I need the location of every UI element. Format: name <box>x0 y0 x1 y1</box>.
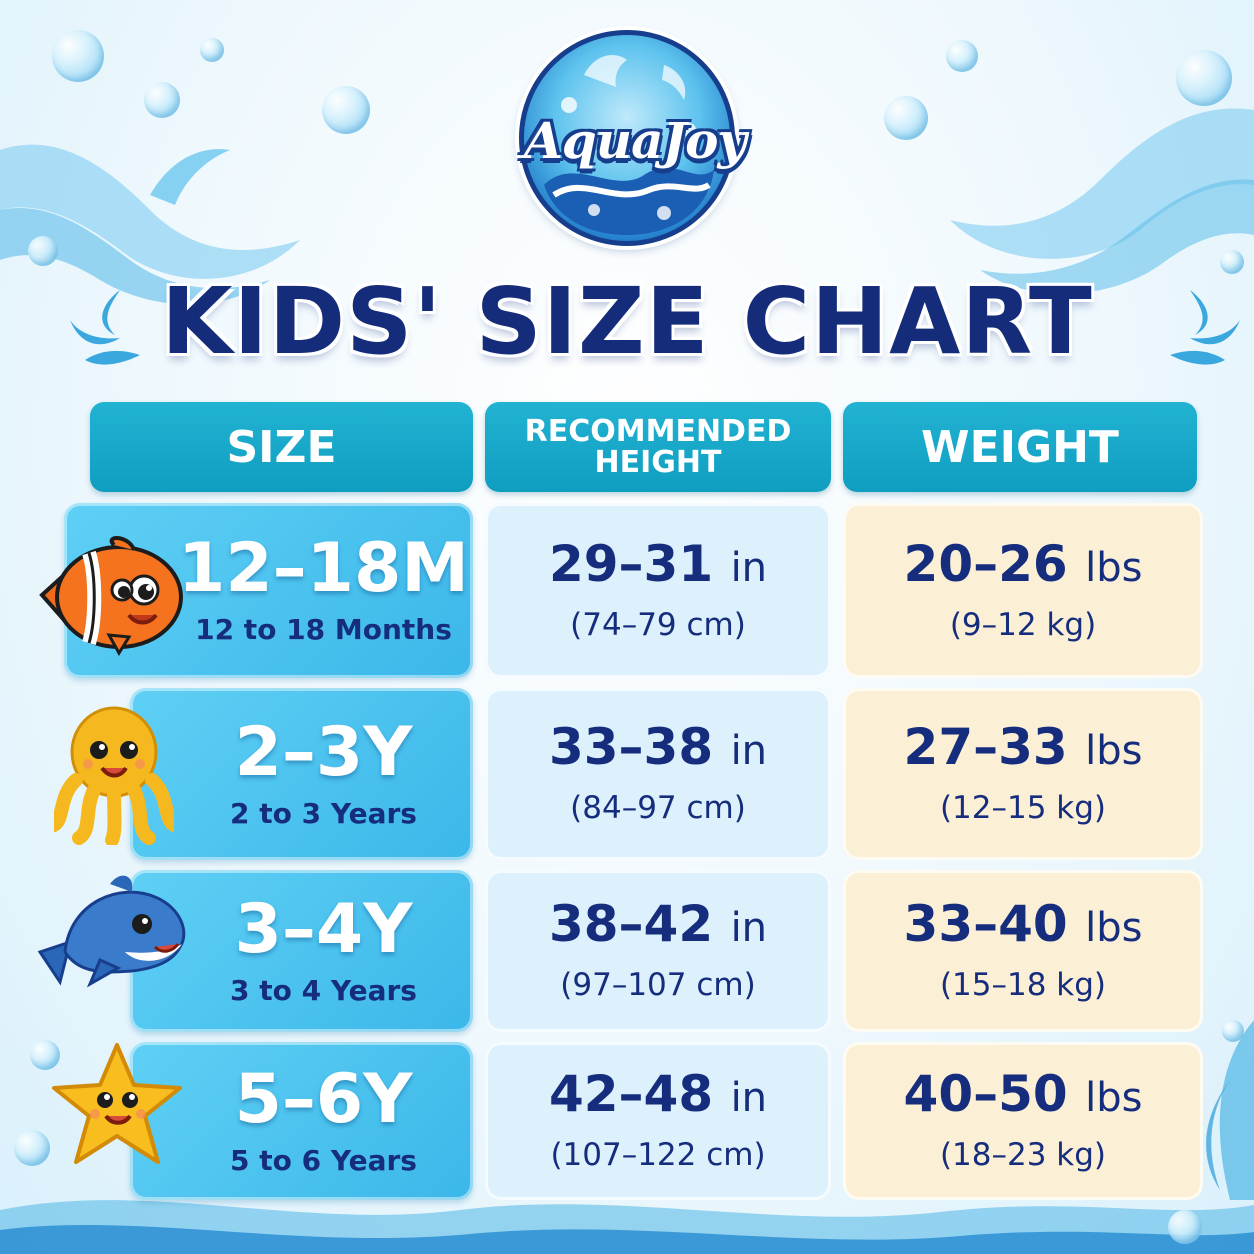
splash-title-left <box>70 290 140 365</box>
height-cell: 33–38 in (84–97 cm) <box>485 688 831 860</box>
bottom-right-splash <box>1206 1020 1254 1200</box>
height-cm: (97–107 cm) <box>560 967 756 1003</box>
size-cell: 5–6Y 5 to 6 Years <box>130 1042 473 1200</box>
height-inches: 33–38 in <box>549 722 767 772</box>
splash-left-decoration <box>0 144 300 305</box>
weight-cell: 20–26 lbs (9–12 kg) <box>843 503 1203 678</box>
weight-lbs: 40–50 lbs <box>904 1069 1143 1119</box>
height-unit: in <box>730 544 768 591</box>
size-description: 2 to 3 Years <box>230 796 417 830</box>
size-label: 5–6Y <box>234 1059 413 1139</box>
bubble-decoration <box>1176 50 1232 106</box>
bubble-decoration <box>322 86 370 134</box>
splash-title-right <box>1170 290 1240 365</box>
size-text-group: 5–6Y 5 to 6 Years <box>174 1042 473 1200</box>
column-header-size: SIZE <box>90 402 473 492</box>
height-inches-value: 42–48 <box>548 1065 714 1123</box>
bubble-decoration <box>946 40 978 72</box>
size-cell: 2–3Y 2 to 3 Years <box>130 688 473 860</box>
brand-logo: AquaJoy <box>519 30 747 246</box>
weight-cell: 33–40 lbs (15–18 kg) <box>843 870 1203 1032</box>
height-cm: (74–79 cm) <box>570 606 746 643</box>
bubble-decoration <box>28 236 58 266</box>
weight-lbs-value: 33–40 <box>903 895 1068 953</box>
bubble-decoration <box>200 38 224 62</box>
logo-text: AquaJoy <box>524 111 747 170</box>
weight-kg: (9–12 kg) <box>949 606 1097 643</box>
header-height-line2: HEIGHT <box>594 445 722 480</box>
height-inches: 29–31 in <box>549 539 767 589</box>
bubble-decoration <box>52 30 104 82</box>
weight-kg: (18–23 kg) <box>939 1137 1107 1173</box>
weight-lbs: 20–26 lbs <box>904 539 1143 589</box>
weight-cell: 40–50 lbs (18–23 kg) <box>843 1042 1203 1200</box>
height-cell: 42–48 in (107–122 cm) <box>485 1042 831 1200</box>
bottom-wave-decoration <box>0 1200 1254 1254</box>
bubble-decoration <box>144 82 180 118</box>
column-header-weight: WEIGHT <box>843 402 1197 492</box>
octopus-icon <box>54 706 174 845</box>
height-unit: in <box>730 728 768 774</box>
bubble-decoration <box>1168 1210 1202 1244</box>
size-description: 12 to 18 Months <box>195 613 452 646</box>
size-text-group: 12–18M 12 to 18 Months <box>174 503 473 678</box>
height-inches-value: 38–42 <box>548 895 714 953</box>
weight-lbs: 33–40 lbs <box>904 899 1143 949</box>
weight-kg: (12–15 kg) <box>939 790 1107 826</box>
size-label: 3–4Y <box>234 889 413 969</box>
size-description: 5 to 6 Years <box>230 1143 417 1177</box>
bubble-decoration <box>884 96 928 140</box>
height-inches: 38–42 in <box>549 899 767 949</box>
bubble-decoration <box>1222 1020 1244 1042</box>
header-weight-label: WEIGHT <box>921 421 1119 473</box>
column-header-height: RECOMMENDED HEIGHT <box>485 402 831 492</box>
page-title: KIDS' SIZE CHART <box>161 268 1093 375</box>
weight-lbs-value: 27–33 <box>903 718 1068 776</box>
header-size-label: SIZE <box>226 421 337 473</box>
height-unit: in <box>730 1075 768 1121</box>
splash-right-decoration <box>950 108 1254 294</box>
weight-unit: lbs <box>1085 1075 1143 1121</box>
size-description: 3 to 4 Years <box>230 973 417 1007</box>
size-cell: 12–18M 12 to 18 Months <box>64 503 473 678</box>
weight-unit: lbs <box>1085 544 1143 591</box>
size-text-group: 2–3Y 2 to 3 Years <box>174 688 473 860</box>
bubble-decoration <box>14 1130 50 1166</box>
size-cell: 3–4Y 3 to 4 Years <box>130 870 473 1032</box>
weight-unit: lbs <box>1085 905 1143 951</box>
bubble-decoration <box>1220 250 1244 274</box>
height-inches: 42–48 in <box>549 1069 767 1119</box>
weight-kg: (15–18 kg) <box>939 967 1107 1003</box>
height-cm: (84–97 cm) <box>570 790 746 826</box>
height-cm: (107–122 cm) <box>550 1137 766 1173</box>
clownfish-icon <box>39 536 183 656</box>
header-height-line1: RECOMMENDED <box>524 413 792 449</box>
size-text-group: 3–4Y 3 to 4 Years <box>174 870 473 1032</box>
height-inches-value: 33–38 <box>548 718 714 776</box>
bubble-decoration <box>30 1040 60 1070</box>
size-label: 2–3Y <box>234 712 413 792</box>
height-cell: 38–42 in (97–107 cm) <box>485 870 831 1032</box>
size-label: 12–18M <box>178 529 469 608</box>
dolphin-icon <box>37 875 186 988</box>
logo-splash-graphic <box>544 55 714 235</box>
weight-lbs-value: 40–50 <box>903 1065 1068 1123</box>
weight-lbs-value: 20–26 <box>903 534 1068 593</box>
height-cell: 29–31 in (74–79 cm) <box>485 503 831 678</box>
weight-lbs: 27–33 lbs <box>904 722 1143 772</box>
height-unit: in <box>730 905 768 951</box>
weight-unit: lbs <box>1085 728 1143 774</box>
starfish-icon <box>52 1043 182 1164</box>
height-inches-value: 29–31 <box>548 534 714 593</box>
weight-cell: 27–33 lbs (12–15 kg) <box>843 688 1203 860</box>
